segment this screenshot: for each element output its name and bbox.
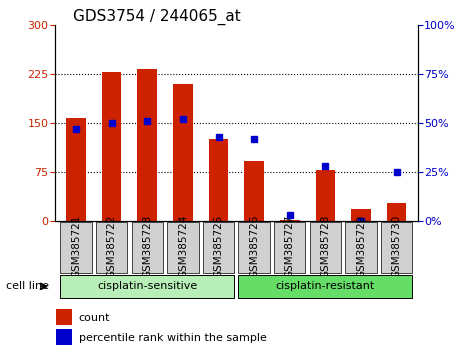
Text: GSM385728: GSM385728 [320,215,331,279]
Bar [102,72,122,221]
FancyBboxPatch shape [238,275,412,298]
Text: GDS3754 / 244065_at: GDS3754 / 244065_at [73,8,240,25]
Bar [56,330,72,345]
Text: GSM385730: GSM385730 [391,215,402,278]
Text: percentile rank within the sample: percentile rank within the sample [79,333,267,343]
Text: cell line: cell line [6,281,49,291]
Text: GSM385729: GSM385729 [356,215,366,279]
Text: cisplatin-sensitive: cisplatin-sensitive [97,281,198,291]
Bar [315,170,335,221]
Bar [280,220,300,221]
FancyBboxPatch shape [381,222,412,273]
Bar [173,84,193,221]
Bar [387,203,407,221]
FancyBboxPatch shape [203,222,234,273]
FancyBboxPatch shape [238,222,270,273]
FancyBboxPatch shape [60,222,92,273]
Text: GSM385721: GSM385721 [71,215,81,279]
Bar [351,210,371,221]
Bar [137,69,157,221]
FancyBboxPatch shape [132,222,163,273]
Text: cisplatin-resistant: cisplatin-resistant [276,281,375,291]
Text: GSM385726: GSM385726 [249,215,259,279]
Text: GSM385724: GSM385724 [178,215,188,279]
Bar [209,139,228,221]
FancyBboxPatch shape [167,222,199,273]
FancyBboxPatch shape [274,222,305,273]
FancyBboxPatch shape [310,222,341,273]
Text: GSM385723: GSM385723 [142,215,152,279]
Bar [56,309,72,325]
Text: GSM385722: GSM385722 [106,215,117,279]
Text: GSM385727: GSM385727 [285,215,295,279]
Text: count: count [79,313,110,322]
Bar [244,161,264,221]
Text: GSM385725: GSM385725 [213,215,224,279]
FancyBboxPatch shape [96,222,127,273]
FancyBboxPatch shape [60,275,234,298]
Bar [66,118,86,221]
FancyBboxPatch shape [345,222,377,273]
